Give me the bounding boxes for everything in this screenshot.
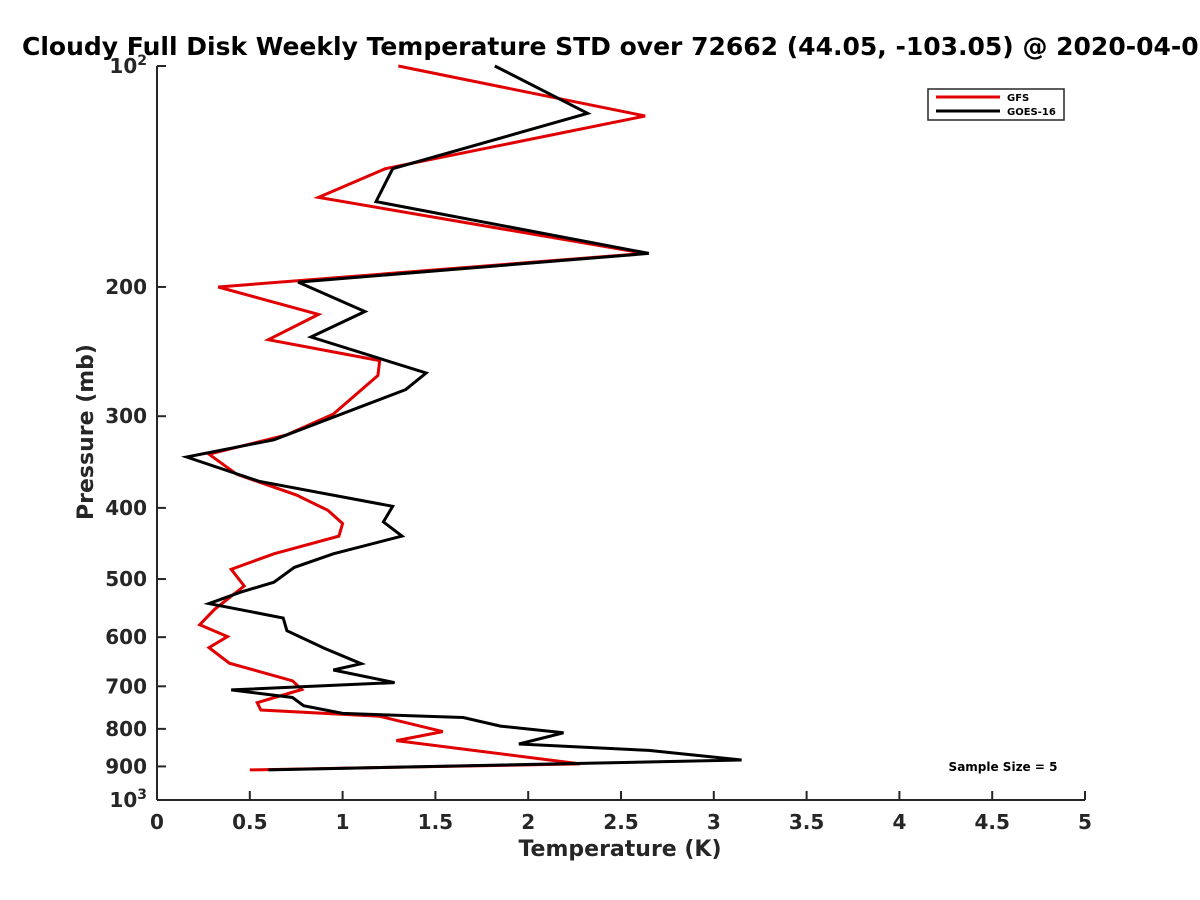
x-tick-label: 5 [1078, 810, 1092, 834]
x-tick-label: 4.5 [974, 810, 1009, 834]
legend-label: GFS [1007, 93, 1029, 104]
x-tick-label: 0 [150, 810, 164, 834]
x-tick-label: 3.5 [789, 810, 824, 834]
legend-label: GOES-16 [1007, 107, 1056, 118]
y-tick-label: 800 [105, 717, 147, 741]
x-tick-label: 2 [521, 810, 535, 834]
series-line-gfs [197, 64, 646, 772]
x-tick-label: 1.5 [418, 810, 453, 834]
series-line-goes-16 [180, 64, 742, 772]
sample-size-annotation: Sample Size = 5 [949, 760, 1058, 774]
y-axis-label: Pressure (mb) [74, 344, 99, 520]
plot-area: 0 0.5 1 1.5 2 2.5 3 3.5 4 4.5 5 102 200 300 400 500 600 7… [105, 53, 1092, 834]
x-tick-label: 2.5 [603, 810, 638, 834]
chart-title: Cloudy Full Disk Weekly Temperature STD … [22, 32, 1199, 61]
y-tick-label: 700 [105, 674, 147, 698]
x-tick-label: 4 [892, 810, 906, 834]
legend: GFS GOES-16 [927, 88, 1065, 121]
legend-box [927, 88, 1065, 121]
x-tick-label: 1 [336, 810, 350, 834]
x-axis-label: Temperature (K) [518, 837, 721, 862]
y-tick-label: 300 [105, 404, 147, 428]
y-tick-label: 102 [109, 53, 147, 78]
y-tick-label: 600 [105, 625, 147, 649]
y-tick-label: 500 [105, 567, 147, 591]
series-layer [180, 64, 742, 772]
y-tick-label: 400 [105, 496, 147, 520]
y-tick-label: 103 [109, 787, 147, 812]
y-tick-label: 200 [105, 275, 147, 299]
axes-layer: 0 0.5 1 1.5 2 2.5 3 3.5 4 4.5 5 102 200 300 400 500 600 7… [105, 53, 1092, 834]
x-tick-label: 3 [707, 810, 721, 834]
y-tick-label: 900 [105, 754, 147, 778]
x-tick-label: 0.5 [232, 810, 267, 834]
